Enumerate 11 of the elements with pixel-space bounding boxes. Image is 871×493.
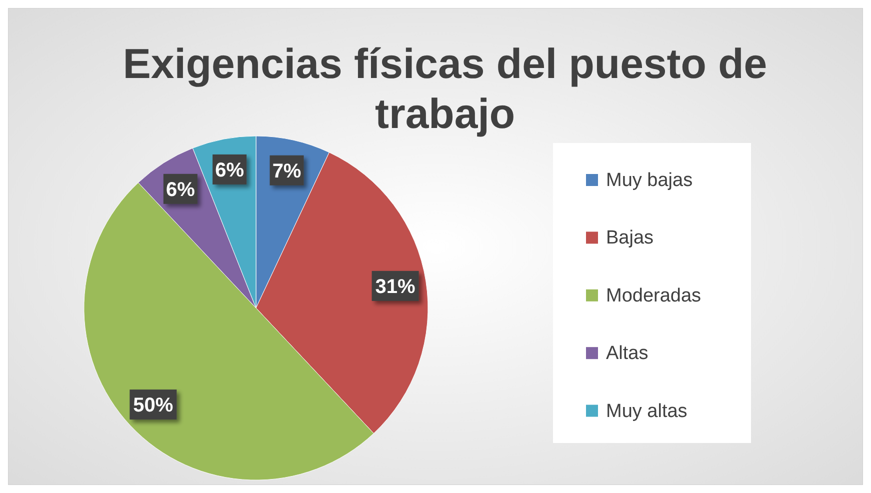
- legend-label: Moderadas: [606, 285, 702, 306]
- data-label: 7%: [272, 160, 302, 182]
- data-label: 31%: [375, 276, 416, 298]
- legend-label: Altas: [606, 343, 648, 364]
- legend-label: Bajas: [606, 228, 654, 249]
- data-label: 6%: [215, 159, 244, 182]
- legend-label: Muy bajas: [606, 170, 693, 191]
- data-label: 6%: [166, 178, 196, 201]
- data-label: 50%: [133, 394, 174, 417]
- legend-label: Muy altas: [606, 400, 688, 422]
- chart-title: Exigencias físicas del puesto de trabajo: [122, 40, 768, 137]
